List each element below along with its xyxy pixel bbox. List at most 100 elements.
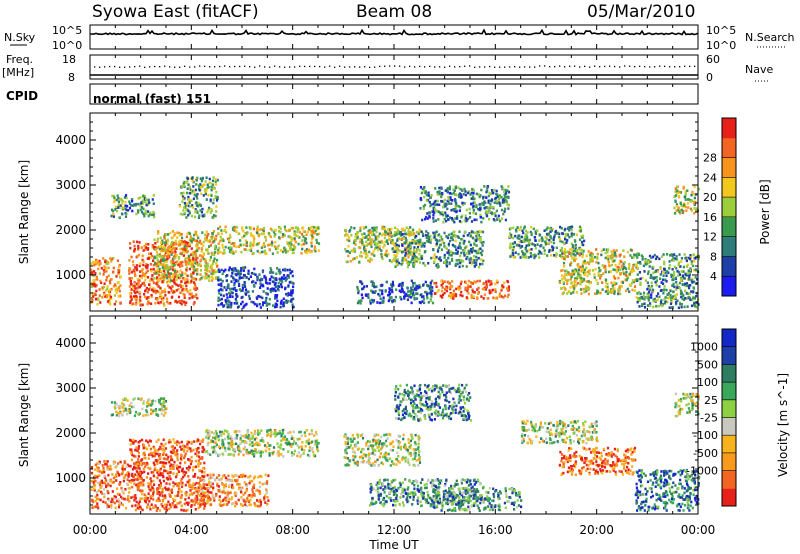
echo-cell xyxy=(297,242,300,246)
echo-cell xyxy=(128,491,131,494)
echo-cell xyxy=(226,237,230,241)
echo-cell xyxy=(278,230,281,233)
nave-trace xyxy=(94,65,696,68)
echo-cell xyxy=(106,506,109,509)
echo-cell xyxy=(588,269,591,272)
echo-cell xyxy=(467,291,470,295)
echo-cell xyxy=(408,244,411,247)
echo-cell xyxy=(626,250,629,254)
echo-cell xyxy=(155,256,158,259)
echo-cell xyxy=(450,232,453,236)
echo-cell xyxy=(621,267,624,271)
echo-cell xyxy=(148,252,151,256)
echo-cell xyxy=(135,299,138,302)
echo-cell xyxy=(495,189,498,193)
echo-cell xyxy=(188,297,191,300)
echo-cell xyxy=(128,277,131,280)
echo-cell xyxy=(101,286,104,289)
echo-cell xyxy=(590,251,593,255)
echo-cell xyxy=(450,250,453,254)
echo-cell xyxy=(274,240,277,244)
echo-cell xyxy=(459,241,462,245)
nave-dot xyxy=(484,66,486,68)
echo-cell xyxy=(423,301,426,305)
echo-cell xyxy=(499,204,502,207)
echo-cell xyxy=(480,220,483,224)
echo-cell xyxy=(135,267,138,270)
echo-cell xyxy=(454,205,457,208)
echo-cell xyxy=(252,241,255,245)
echo-cell xyxy=(213,257,216,260)
echo-cell xyxy=(659,277,662,281)
echo-cell xyxy=(426,284,429,287)
echo-cell xyxy=(546,254,549,257)
echo-cell xyxy=(223,286,226,289)
echo-cell xyxy=(353,250,356,253)
echo-cell xyxy=(476,288,479,291)
echo-cell xyxy=(628,263,631,266)
echo-cell xyxy=(198,188,201,192)
echo-cell xyxy=(109,295,113,299)
echo-cell xyxy=(475,255,478,259)
echo-cell xyxy=(440,186,443,189)
echo-cell xyxy=(95,258,98,262)
echo-cell xyxy=(120,486,123,490)
echo-cell xyxy=(367,296,370,299)
echo-cell xyxy=(606,289,609,292)
echo-cell xyxy=(687,284,690,288)
echo-cell xyxy=(137,281,140,284)
echo-cell xyxy=(586,274,589,278)
echo-cell xyxy=(672,290,675,294)
echo-cell xyxy=(689,284,692,287)
echo-cell xyxy=(217,227,220,230)
echo-cell xyxy=(437,210,440,213)
echo-cell xyxy=(578,225,582,229)
echo-cell xyxy=(384,290,387,293)
echo-cell xyxy=(439,259,442,262)
echo-cell xyxy=(439,213,442,216)
echo-cell xyxy=(262,242,266,245)
echo-cell xyxy=(290,281,294,285)
echo-cell xyxy=(548,248,551,252)
echo-cell xyxy=(579,279,582,283)
echo-cell xyxy=(400,297,403,301)
echo-cell xyxy=(629,248,632,252)
echo-cell xyxy=(288,229,292,232)
echo-cell xyxy=(466,283,470,287)
echo-cell xyxy=(217,268,220,272)
echo-cell xyxy=(204,275,207,278)
echo-cell xyxy=(96,303,99,306)
echo-cell xyxy=(614,254,617,257)
echo-cell xyxy=(636,256,639,259)
echo-cell xyxy=(471,290,474,293)
echo-cell xyxy=(570,254,573,257)
echo-cell xyxy=(292,297,295,301)
echo-cell xyxy=(465,265,468,268)
echo-cell xyxy=(202,438,205,441)
echo-cell xyxy=(506,280,510,284)
echo-cell xyxy=(570,248,574,251)
echo-cell xyxy=(383,253,386,257)
echo-cell xyxy=(208,206,211,210)
echo-cell xyxy=(552,241,556,245)
echo-cell xyxy=(570,242,573,246)
echo-cell xyxy=(471,187,474,191)
echo-cell xyxy=(187,241,190,245)
echo-cell xyxy=(467,285,470,288)
echo-cell xyxy=(346,234,349,237)
echo-cell xyxy=(668,264,671,267)
echo-cell xyxy=(239,239,242,242)
echo-cell xyxy=(107,293,111,297)
echo-cell xyxy=(210,272,213,276)
echo-cell xyxy=(283,234,286,237)
echo-cell xyxy=(670,299,673,302)
echo-cell xyxy=(274,297,277,300)
echo-cell xyxy=(533,256,536,260)
echo-cell xyxy=(454,294,458,298)
echo-cell xyxy=(249,275,252,278)
echo-cell xyxy=(545,242,548,245)
echo-cell xyxy=(564,278,567,282)
echo-cell xyxy=(609,270,612,273)
echo-cell xyxy=(449,292,452,295)
